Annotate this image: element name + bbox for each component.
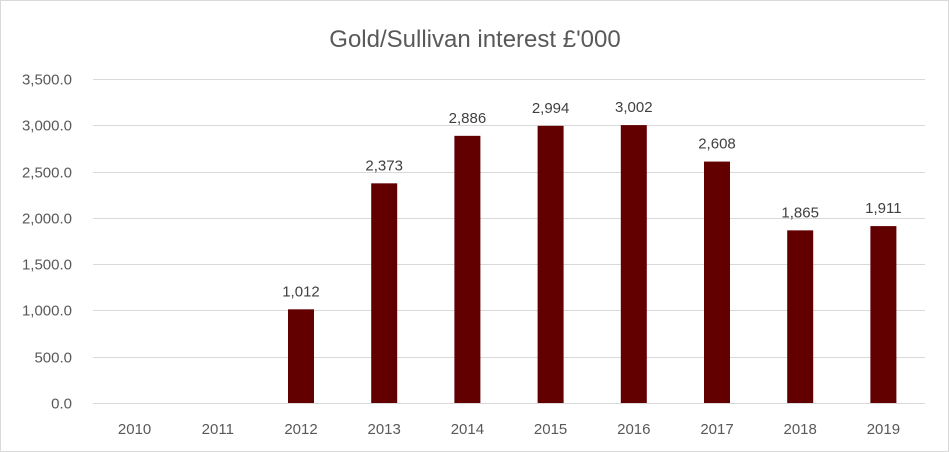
bar-2016	[620, 125, 647, 403]
data-label-2012: 1,012	[282, 283, 320, 300]
data-label-2013: 2,373	[365, 157, 403, 174]
x-tick-label-2018: 2018	[784, 421, 817, 438]
bar-2014	[454, 135, 481, 403]
bar-2019	[870, 226, 897, 403]
x-axis-ticks: 2010 2011 2012 2013 2014 2015 2016 2017 2018 2019	[118, 421, 900, 438]
gridlines	[93, 79, 925, 404]
data-label-2015: 2,994	[532, 100, 570, 117]
x-tick-label-2010: 2010	[118, 421, 151, 438]
x-tick-label-2017: 2017	[700, 421, 733, 438]
y-tick-label: 500.0	[34, 350, 72, 367]
x-tick-label-2015: 2015	[534, 421, 567, 438]
bar-2012	[288, 309, 314, 403]
x-tick-label-2019: 2019	[867, 421, 900, 438]
x-tick-label-2013: 2013	[368, 421, 401, 438]
chart-title: Gold/Sullivan interest £'000	[329, 26, 620, 53]
bars	[288, 125, 897, 404]
data-label-2018: 1,865	[781, 204, 819, 221]
y-tick-label: 1,000.0	[22, 303, 72, 320]
y-tick-label: 2,500.0	[22, 165, 72, 182]
y-axis-ticks: 0.0 500.0 1,000.0 1,500.0 2,000.0 2,500.0 3,00…	[22, 72, 72, 413]
data-labels: 1,012 2,373 2,886 2,994 3,002 2,608 1,865 1,911	[282, 99, 901, 300]
y-tick-label: 0.0	[51, 396, 72, 413]
x-tick-label-2012: 2012	[284, 421, 317, 438]
x-tick-label-2011: 2011	[202, 421, 234, 438]
bar-2013	[371, 183, 398, 403]
x-tick-label-2016: 2016	[617, 421, 650, 438]
y-tick-label: 3,000.0	[22, 118, 72, 135]
bar-2017	[704, 161, 730, 403]
data-label-2016: 3,002	[615, 99, 653, 116]
data-label-2017: 2,608	[698, 136, 736, 153]
y-tick-label: 2,000.0	[22, 211, 72, 228]
data-label-2014: 2,886	[449, 110, 487, 127]
bar-2018	[787, 230, 814, 403]
y-tick-label: 1,500.0	[22, 257, 72, 274]
bar-2015	[537, 125, 564, 404]
y-tick-label: 3,500.0	[22, 72, 72, 89]
x-tick-label-2014: 2014	[451, 421, 484, 438]
data-label-2019: 1,911	[865, 200, 901, 217]
